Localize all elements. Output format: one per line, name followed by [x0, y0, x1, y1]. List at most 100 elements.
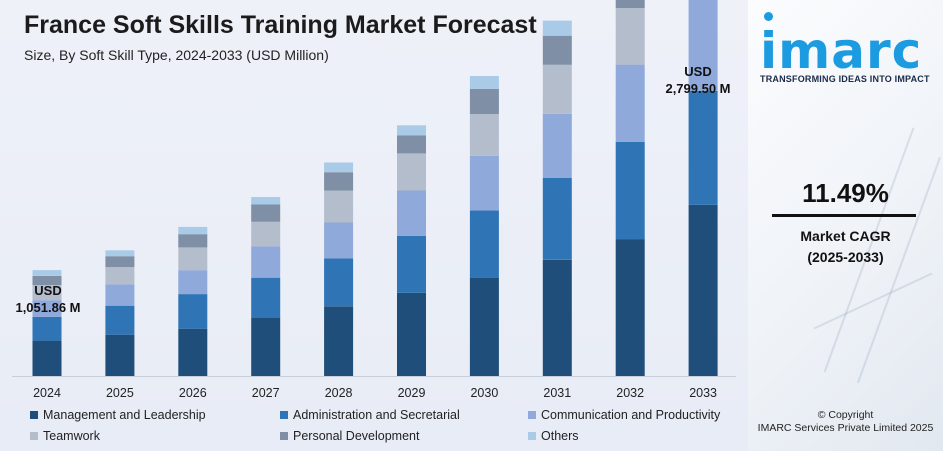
bar-segment-administration-and-secretarial-2028 [324, 258, 354, 307]
bar-segment-personal-development-2029 [397, 135, 426, 154]
chart-subtitle: Size, By Soft Skill Type, 2024-2033 (USD… [24, 47, 329, 63]
legend-item-administration-and-secretarial: Administration and Secretarial [280, 408, 460, 422]
bar-segment-others-2026 [178, 226, 208, 235]
stacked-bar-chart: 2024 2025 2026 2027 2028 2029 2030 2031 2032 2033 [12, 0, 736, 400]
x-tick-label-2029: 2029 [398, 386, 426, 400]
bar-segment-communication-and-productivity-2030 [469, 155, 499, 211]
bar-segment-teamwork-2025 [105, 267, 135, 285]
bar-segment-personal-development-2025 [105, 256, 135, 267]
bar-segment-administration-and-secretarial-2030 [469, 210, 499, 278]
legend-swatch [280, 411, 288, 419]
chart-panel: France Soft Skills Training Market Forec… [0, 0, 748, 451]
legend-swatch [528, 432, 536, 440]
legend-item-personal-development: Personal Development [280, 429, 419, 443]
bar-segment-management-and-leadership-2030 [469, 277, 499, 376]
bar-segment-administration-and-secretarial-2025 [105, 305, 135, 335]
cagr-label: Market CAGR [800, 228, 891, 244]
legend-item-others: Others [528, 429, 579, 443]
bar-segment-management-and-leadership-2027 [251, 317, 281, 376]
side-panel: imarc TRANSFORMING IDEAS INTO IMPACT 11.… [748, 0, 943, 451]
legend-label: Others [541, 429, 579, 443]
logo-dot-icon [764, 12, 773, 21]
bar-segment-teamwork-2026 [178, 247, 208, 271]
bar-segment-management-and-leadership-2031 [542, 259, 572, 376]
bar-segment-management-and-leadership-2026 [178, 328, 208, 376]
bar-segment-management-and-leadership-2025 [105, 334, 135, 376]
bar-segment-others-2029 [397, 125, 426, 136]
legend-label: Personal Development [293, 429, 420, 443]
x-tick-label-2024: 2024 [33, 386, 61, 400]
end-value-currency: USD [684, 64, 712, 79]
cagr-divider [772, 214, 916, 217]
bar-segment-communication-and-productivity-2026 [178, 270, 208, 295]
bar-segment-communication-and-productivity-2025 [105, 284, 135, 306]
bar-segment-communication-and-productivity-2027 [251, 246, 281, 278]
bar-segment-administration-and-secretarial-2026 [178, 294, 208, 329]
bar-segment-teamwork-2027 [251, 221, 281, 247]
bar-segment-personal-development-2024 [32, 276, 62, 285]
x-tick-label-2032: 2032 [616, 386, 644, 400]
legend-swatch [30, 432, 38, 440]
decor-line [813, 272, 933, 330]
bar-segment-administration-and-secretarial-2031 [542, 178, 572, 260]
bar-segment-personal-development-2026 [178, 234, 208, 248]
bar-segment-administration-and-secretarial-2024 [32, 316, 62, 341]
bar-segment-communication-and-productivity-2029 [397, 190, 426, 236]
bar-segment-teamwork-2029 [397, 153, 426, 191]
legend-swatch [30, 411, 38, 419]
bar-segment-others-2030 [469, 76, 499, 89]
bar-segment-personal-development-2027 [251, 204, 281, 222]
start-value-annotation: USD 1,051.86 M [4, 282, 92, 316]
bar-segment-others-2031 [542, 20, 572, 36]
x-tick-label-2026: 2026 [179, 386, 207, 400]
bar-segment-personal-development-2028 [324, 172, 354, 191]
bar-segment-management-and-leadership-2032 [615, 239, 645, 376]
x-tick-label-2030: 2030 [470, 386, 498, 400]
x-tick-label-2031: 2031 [543, 386, 571, 400]
company-tagline: TRANSFORMING IDEAS INTO IMPACT [760, 74, 930, 84]
start-value-currency: USD [34, 283, 62, 298]
legend-item-communication-and-productivity: Communication and Productivity [528, 408, 720, 422]
bar-segment-others-2025 [105, 250, 135, 257]
cagr-value: 11.49% [802, 178, 889, 208]
end-value-amount: 2,799.50 M [665, 81, 731, 96]
cagr-period: (2025-2033) [807, 249, 884, 265]
bar-segment-administration-and-secretarial-2027 [251, 277, 281, 318]
x-tick-label-2033: 2033 [689, 386, 717, 400]
bar-segment-communication-and-productivity-2032 [615, 64, 645, 142]
company-logo: imarc [760, 22, 923, 80]
x-tick-label-2028: 2028 [325, 386, 353, 400]
bar-segment-personal-development-2031 [542, 35, 572, 65]
legend-label: Teamwork [43, 429, 100, 443]
bars-group [32, 0, 718, 376]
bar-segment-personal-development-2030 [469, 88, 499, 114]
bar-segment-communication-and-productivity-2028 [324, 222, 354, 259]
bar-segment-teamwork-2032 [615, 8, 645, 65]
bar-segment-communication-and-productivity-2031 [542, 113, 572, 178]
end-value-annotation: USD 2,799.50 M [652, 63, 744, 97]
bar-segment-communication-and-productivity-2024 [32, 300, 62, 317]
legend-label: Communication and Productivity [541, 408, 721, 422]
bar-segment-management-and-leadership-2024 [32, 340, 62, 376]
copyright-notice: © Copyright IMARC Services Private Limit… [748, 409, 943, 435]
legend-swatch [280, 432, 288, 440]
start-value-amount: 1,051.86 M [15, 300, 81, 315]
bar-segment-teamwork-2031 [542, 64, 572, 114]
legend-item-management-and-leadership: Management and Leadership [30, 408, 206, 422]
bar-segment-teamwork-2030 [469, 113, 499, 156]
bar-segment-others-2027 [251, 197, 281, 205]
bar-segment-teamwork-2028 [324, 190, 354, 223]
bar-segment-management-and-leadership-2033 [688, 204, 718, 376]
bar-segment-administration-and-secretarial-2032 [615, 142, 645, 240]
bar-segment-communication-and-productivity-2033 [688, 0, 718, 91]
chart-title: France Soft Skills Training Market Forec… [24, 11, 537, 39]
bar-segment-management-and-leadership-2029 [397, 292, 426, 376]
x-tick-labels: 2024 2025 2026 2027 2028 2029 2030 2031 2032 2033 [33, 386, 717, 400]
bar-segment-administration-and-secretarial-2033 [688, 90, 718, 205]
copyright-company: IMARC Services Private Limited 2025 [757, 422, 934, 434]
legend-swatch [528, 411, 536, 419]
legend-item-teamwork: Teamwork [30, 429, 100, 443]
legend-label: Management and Leadership [43, 408, 206, 422]
copyright-line: © Copyright [817, 409, 874, 421]
